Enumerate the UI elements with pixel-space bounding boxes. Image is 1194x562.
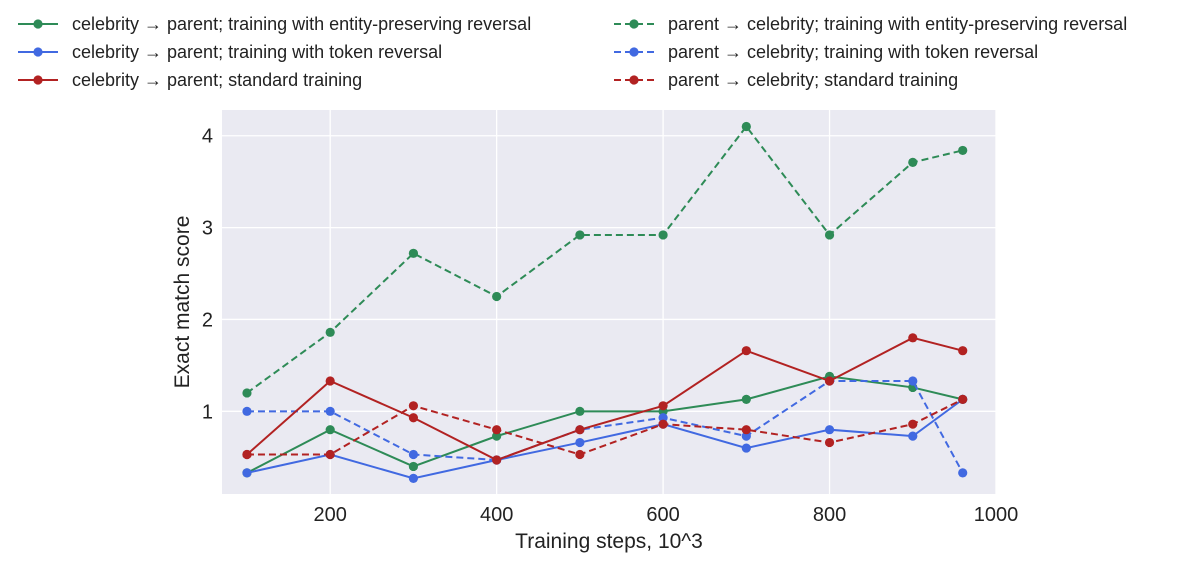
y-axis-label: Exact match score xyxy=(171,216,194,389)
plot-area xyxy=(222,110,996,494)
data-point xyxy=(575,406,585,416)
y-tick-label: 3 xyxy=(202,218,213,240)
legend-item: celebrity → parent; training with token … xyxy=(18,42,442,62)
data-point xyxy=(741,394,751,404)
data-point xyxy=(658,230,668,240)
data-point xyxy=(242,388,252,398)
data-point xyxy=(408,413,419,423)
legend-marker xyxy=(33,47,43,57)
data-point xyxy=(575,437,585,448)
legend-marker xyxy=(33,19,43,29)
data-point xyxy=(242,468,252,478)
data-point xyxy=(658,413,668,423)
data-point xyxy=(575,449,585,460)
tick-labels: 200 400 600 800 1000 1 2 3 4 xyxy=(202,126,1018,526)
legend-label: parent → celebrity; training with token … xyxy=(668,42,1038,62)
data-point xyxy=(958,468,968,478)
data-point xyxy=(908,419,918,429)
data-point xyxy=(325,376,335,386)
x-axis-label: Training steps, 10^3 xyxy=(515,530,703,553)
data-point xyxy=(492,455,502,465)
data-point xyxy=(325,406,335,416)
legend-label: celebrity → parent; standard training xyxy=(72,70,362,90)
data-point xyxy=(908,157,918,167)
y-tick-label: 2 xyxy=(202,309,213,331)
y-tick-label: 1 xyxy=(202,401,213,423)
legend-label: parent → celebrity; standard training xyxy=(668,70,958,90)
data-point xyxy=(908,431,918,441)
data-point xyxy=(408,461,419,472)
series-line xyxy=(246,375,963,474)
data-point xyxy=(958,346,968,356)
series-line xyxy=(246,380,964,474)
x-tick-label: 1000 xyxy=(974,504,1019,526)
legend-marker xyxy=(629,47,639,57)
legend-marker xyxy=(629,19,639,29)
series-1 xyxy=(242,121,968,398)
series-line xyxy=(246,336,963,462)
legend-marker xyxy=(629,75,639,85)
legend-item: celebrity → parent; training with entity… xyxy=(18,14,531,34)
y-tick-label: 4 xyxy=(202,126,213,148)
data-point xyxy=(325,449,335,460)
data-point xyxy=(408,449,419,460)
data-point xyxy=(658,401,668,411)
series-group xyxy=(242,121,968,483)
data-point xyxy=(492,425,502,435)
data-point xyxy=(325,425,335,435)
data-point xyxy=(575,230,585,240)
legend-item: parent → celebrity; training with entity… xyxy=(614,14,1127,34)
data-point xyxy=(908,333,918,343)
data-point xyxy=(908,376,918,386)
data-point xyxy=(741,121,751,132)
data-point xyxy=(658,419,668,429)
data-point xyxy=(408,473,419,483)
data-point xyxy=(408,248,419,258)
legend-label: celebrity → parent; training with token … xyxy=(72,42,442,62)
data-point xyxy=(242,449,252,460)
series-0 xyxy=(242,371,968,478)
data-point xyxy=(408,401,419,411)
data-point xyxy=(958,394,968,404)
legend: celebrity → parent; training with entity… xyxy=(18,14,1127,90)
data-point xyxy=(824,425,835,435)
x-tick-label: 800 xyxy=(813,504,846,526)
legend-label: celebrity → parent; training with entity… xyxy=(72,14,531,34)
legend-item: parent → celebrity; training with token … xyxy=(614,42,1038,62)
data-point xyxy=(575,425,585,435)
legend-marker xyxy=(33,75,43,85)
series-4 xyxy=(242,333,968,465)
x-tick-label: 200 xyxy=(314,504,347,526)
legend-item: parent → celebrity; standard training xyxy=(614,70,958,90)
data-point xyxy=(492,291,502,302)
series-5 xyxy=(242,394,968,460)
legend-item: celebrity → parent; standard training xyxy=(18,70,362,90)
data-point xyxy=(824,230,835,240)
x-tick-label: 400 xyxy=(480,504,513,526)
data-point xyxy=(824,376,835,386)
data-point xyxy=(741,443,751,453)
x-tick-label: 600 xyxy=(646,504,679,526)
data-point xyxy=(958,145,968,156)
data-point xyxy=(242,406,252,416)
data-point xyxy=(741,346,751,356)
legend-label: parent → celebrity; training with entity… xyxy=(668,14,1127,34)
data-point xyxy=(741,431,751,441)
data-point xyxy=(824,437,835,448)
data-point xyxy=(492,431,502,441)
data-point xyxy=(741,425,751,435)
series-line xyxy=(246,398,964,456)
data-point xyxy=(325,327,335,337)
series-line xyxy=(246,124,963,394)
